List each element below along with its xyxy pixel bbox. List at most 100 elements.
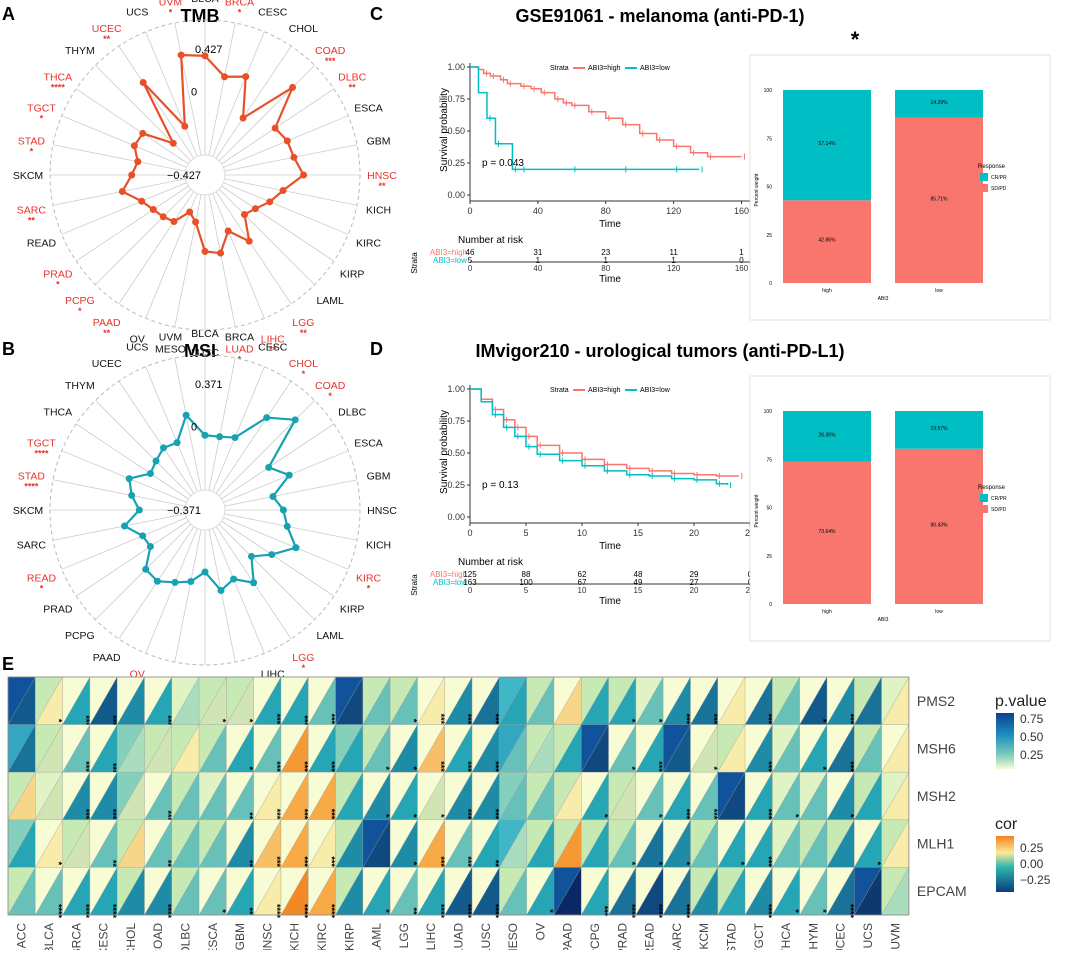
heat-cell-stars: *** [163,715,173,726]
radar-sig-ucec: ** [103,34,111,44]
radar-spoke [75,423,189,500]
radar-sig-lgg: * [302,663,306,673]
radar-point-thca [139,129,147,137]
heat-cell-stars: **** [81,761,91,776]
bar-sdpd-low [895,117,983,283]
radar-label-prad: PRAD [43,268,73,280]
radar-sig-coad: *** [325,56,336,66]
risk-xtick-label: 20 [690,586,699,595]
km-ytick-label: 0.75 [447,94,465,104]
heat-col-label: UCEC [834,923,848,950]
radar-label-kich: KICH [366,205,391,217]
risk-xtick-label: 0 [468,586,473,595]
radar-point-kirp [251,205,259,213]
heat-cell-stars: **** [845,761,855,776]
heat-cell-stars: **** [436,761,446,776]
radar-spoke [95,523,192,620]
km-ytick-label: 0.75 [447,416,465,426]
bar-ylabel: Percent weight [754,173,760,207]
heat-cell-stars: * [381,909,391,913]
radar-point-kirc [292,544,300,552]
km-legend-low: ABI3=low [640,387,671,394]
heat-cell-stars: * [627,862,637,866]
bar-sdpd-high [783,461,871,604]
heat-col-label: READ [643,923,657,950]
km-xtick-label: 0 [467,206,472,216]
km-xlabel: Time [599,219,621,230]
legend-cor-tick: 0.00 [1020,857,1044,871]
heat-cell-stars: **** [327,856,337,871]
radar-tick-max: 0.371 [195,379,223,391]
radar-spoke [212,193,265,319]
bar-crpr-high [783,90,871,201]
radar-point-laml [247,552,255,560]
heat-cell-stars: * [654,862,664,866]
heat-cell-stars: **** [763,714,773,729]
legend-cor-title: cor [995,816,1018,833]
heat-cell-stars: **** [654,904,664,919]
km-legend-title: Strata [550,387,569,394]
heat-cell-stars: **** [709,714,719,729]
heat-cell-stars: * [654,719,664,723]
heat-cell-stars: * [245,719,255,723]
bar-xtick-label: high [822,288,832,294]
heat-col-label: KIRP [342,923,356,950]
radar-sig-read: * [40,584,44,594]
km-xtick-label: 80 [601,206,611,216]
panel-label-d: D [370,339,383,359]
heat-cell-stars: * [818,719,828,723]
radar-spoke [145,31,198,157]
heat-cell-stars: * [818,909,828,913]
heat-cell-stars: **** [299,761,309,776]
radar-label-cesc: CESC [258,6,288,18]
radar-point-laml [241,211,249,219]
risk-value: 46 [466,248,475,257]
heat-cell-stars: **** [327,809,337,824]
radar-point-thca [146,470,154,478]
radar-point-luad [217,586,225,594]
heat-cell-stars: **** [463,904,473,919]
radar-label-skcm: SKCM [13,505,43,517]
radar-label-paad: PAAD [93,652,121,664]
bar-xtick-label: high [822,609,832,615]
bar-legend-sdpd: SD/PD [991,186,1007,192]
heat-col-label: TGCT [752,922,766,950]
bar-legend-swatch-crpr [980,173,988,181]
bar-sdpd-low [895,448,983,604]
bar-ytick-label: 25 [766,233,772,239]
km-curve-high [470,388,739,477]
heat-cell-stars: * [545,909,555,913]
radar-label-kirc: KIRC [356,573,382,585]
radar-spoke [174,357,202,491]
radar-sig-hnsc: ** [378,181,386,191]
heat-cell-stars: **** [327,904,337,919]
radar-sig-coad: * [328,391,332,401]
radar-spoke [218,188,315,285]
heat-cell-stars: ** [245,812,255,820]
radar-label-sarc: SARC [17,205,47,217]
radar-sig-kirc: * [367,584,371,594]
heat-cell-stars: **** [272,714,282,729]
risk-table-title: Number at risk [458,235,524,246]
risk-row-label: ABI3=high [430,248,467,257]
heat-col-label: OV [533,923,547,940]
heat-cell-stars: **** [490,904,500,919]
radar-label-thca: THCA [44,72,73,84]
radar-label-uvm: UVM [159,0,182,8]
heat-cell-stars: **** [54,904,64,919]
radar-label-lihc: LIHC [261,334,285,346]
radar-label-cesc: CESC [258,341,288,353]
heat-cell-stars: * [381,814,391,818]
risk-row-label: ABI3=low [433,256,467,265]
heat-col-label: PRAD [615,923,629,950]
risk-value: 125 [463,570,477,579]
heat-cell-stars: **** [463,856,473,871]
radar-tick-zero: 0 [191,422,197,434]
radar-point-lusc [201,568,209,576]
risk-value: 1 [604,256,609,265]
heat-cell-stars: * [381,766,391,770]
radar-point-lihc [224,227,232,235]
risk-value: 31 [533,248,542,257]
km-legend-high: ABI3=high [588,65,621,72]
